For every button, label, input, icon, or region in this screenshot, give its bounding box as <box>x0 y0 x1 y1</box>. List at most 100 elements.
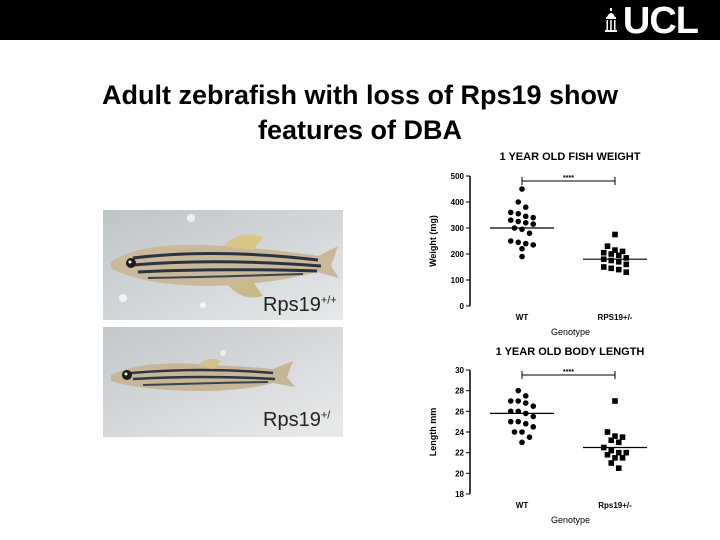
data-point <box>511 429 518 435</box>
data-point <box>615 465 622 471</box>
significance-label: **** <box>563 369 574 376</box>
header-bar: UCL <box>0 0 720 40</box>
x-category-label: WT <box>516 313 529 322</box>
data-point <box>522 213 529 220</box>
data-point <box>507 217 514 223</box>
data-point <box>507 418 514 425</box>
data-point <box>612 247 618 253</box>
x-category-label: Rps19+/- <box>598 501 632 510</box>
x-axis-label: Genotype <box>551 327 590 337</box>
data-point <box>615 449 622 456</box>
y-tick-label: 22 <box>455 449 464 458</box>
data-point <box>519 186 525 192</box>
y-tick-label: 26 <box>455 407 464 416</box>
data-point <box>619 455 626 461</box>
data-point <box>608 460 615 466</box>
data-point <box>515 398 522 404</box>
data-point <box>515 408 522 415</box>
fish-photo-wildtype: Rps19+/+ <box>103 210 343 320</box>
data-point <box>515 239 522 246</box>
data-point <box>515 418 522 425</box>
y-tick-label: 30 <box>455 366 464 375</box>
data-point <box>515 387 522 394</box>
data-point <box>522 220 529 226</box>
significance-label: **** <box>563 175 574 182</box>
data-point <box>522 240 529 247</box>
data-point <box>530 221 537 227</box>
data-point <box>519 253 525 260</box>
data-point <box>530 424 537 430</box>
data-point <box>615 439 622 446</box>
data-point <box>608 251 615 257</box>
data-point <box>623 261 630 268</box>
data-point <box>515 199 522 205</box>
data-point <box>608 447 615 454</box>
y-axis-label: Weight (mg) <box>428 215 438 267</box>
data-point <box>522 204 529 210</box>
ucl-logo: UCL <box>604 0 699 42</box>
data-point <box>522 393 529 399</box>
data-point <box>612 231 618 238</box>
data-point <box>604 451 611 458</box>
slide-title-line-1: Adult zebrafish with loss of Rps19 show <box>101 80 619 110</box>
y-tick-label: 400 <box>451 198 465 207</box>
y-tick-label: 500 <box>451 172 465 181</box>
data-point <box>612 455 618 461</box>
chart-title: 1 YEAR OLD BODY LENGTH <box>496 346 645 358</box>
fish-image-wildtype <box>103 210 343 320</box>
y-tick-label: 18 <box>455 490 464 499</box>
y-tick-label: 24 <box>455 428 464 437</box>
data-point <box>612 433 618 439</box>
data-point <box>530 214 537 221</box>
data-point <box>604 429 611 435</box>
data-point <box>519 246 525 252</box>
genotype-label-mutant: Rps19+/ <box>263 409 331 431</box>
data-point <box>600 249 607 256</box>
fish-photo-mutant: Rps19+/ <box>103 327 343 437</box>
y-tick-label: 28 <box>455 387 464 396</box>
data-point <box>623 255 630 261</box>
slide-title-line-2: features of DBA <box>257 115 463 145</box>
data-point <box>507 238 514 244</box>
data-point <box>530 403 537 409</box>
data-point <box>612 398 618 404</box>
data-point <box>507 408 514 415</box>
y-tick-label: 300 <box>451 224 465 233</box>
data-point <box>519 439 525 446</box>
data-point <box>608 257 615 264</box>
fish-image-mutant <box>103 327 343 437</box>
length-scatter-chart: 1 YEAR OLD BODY LENGTH 18 20 22 24 26 28 30 Leng… <box>428 346 647 525</box>
x-category-label: RPS19+/- <box>598 313 633 322</box>
data-point <box>522 420 529 427</box>
ucl-portico-icon <box>604 8 617 32</box>
data-point <box>600 264 607 270</box>
data-point <box>615 259 622 265</box>
x-axis-label: Genotype <box>551 515 590 525</box>
data-point <box>623 449 630 456</box>
data-point <box>619 248 626 255</box>
data-point <box>615 252 622 259</box>
data-point <box>604 243 611 249</box>
logo-text: UCL <box>622 0 699 42</box>
data-point <box>515 218 522 225</box>
weight-scatter-chart: 1 YEAR OLD FISH WEIGHT 0 100 200 300 400 500 We… <box>428 151 647 337</box>
data-point <box>619 434 626 440</box>
slide-title: Adult zebrafish with loss of Rps19 show … <box>40 78 680 148</box>
data-point <box>530 242 537 248</box>
data-point <box>526 434 533 440</box>
y-tick-label: 20 <box>455 469 464 478</box>
data-point <box>507 209 514 216</box>
y-tick-label: 200 <box>451 250 465 259</box>
data-point <box>519 226 525 233</box>
genotype-label-wildtype: Rps19+/+ <box>263 294 337 316</box>
y-tick-label: 100 <box>451 276 465 285</box>
data-point <box>608 437 615 444</box>
data-point <box>615 266 622 273</box>
data-point <box>507 398 514 404</box>
data-point <box>623 269 630 275</box>
y-tick-label: 0 <box>460 302 465 311</box>
data-point <box>526 230 533 236</box>
y-axis-label: Length mm <box>428 408 438 457</box>
data-point <box>608 265 615 272</box>
chart-title: 1 YEAR OLD FISH WEIGHT <box>500 151 641 163</box>
